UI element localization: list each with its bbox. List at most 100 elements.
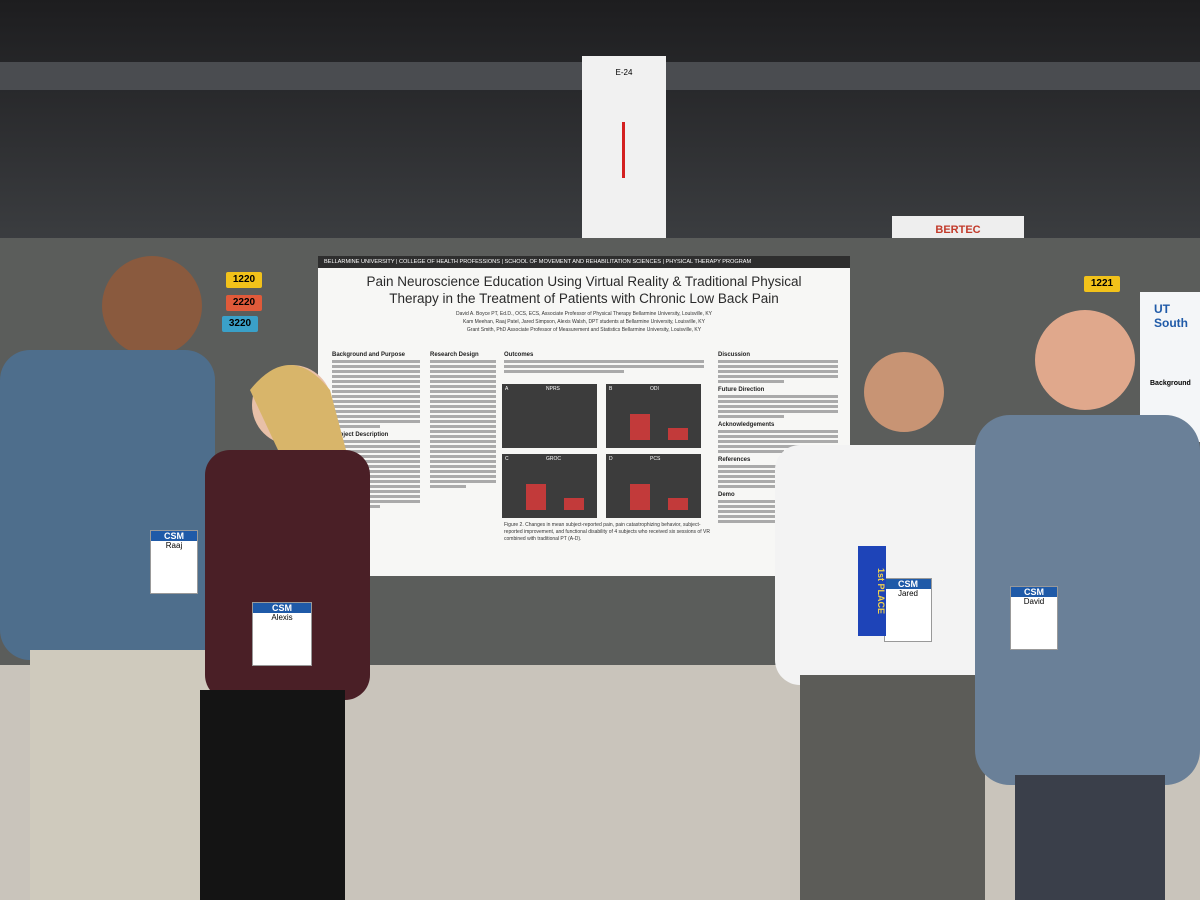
section-heading: Acknowledgements — [718, 422, 775, 428]
text-line — [430, 425, 496, 428]
chart-panel: B ODI — [606, 384, 701, 448]
section-heading: Outcomes — [504, 352, 534, 358]
text-line — [430, 485, 467, 488]
text-line — [718, 375, 838, 378]
section-heading: Demo — [718, 492, 735, 498]
badge-name: David — [1023, 597, 1045, 606]
text-line — [332, 500, 420, 503]
person — [775, 352, 1000, 900]
poster-header: BELLARMINE UNIVERSITY | COLLEGE OF HEALT… — [318, 256, 850, 268]
bar-shape — [526, 484, 546, 510]
text-line — [332, 385, 420, 388]
chart-panel: A NPRS — [502, 384, 597, 448]
section-heading: Future Direction — [718, 387, 765, 393]
award-ribbon: 1st PLACE — [858, 546, 886, 636]
author-list: David A. Boyce PT, Ed.D., OCS, ECS, Asso… — [318, 310, 850, 334]
person — [200, 365, 370, 900]
bar-shape — [668, 498, 688, 510]
panel-letter: D — [609, 456, 613, 462]
text-line — [430, 480, 496, 483]
text-line — [718, 415, 784, 418]
author-line: David A. Boyce PT, Ed.D., OCS, ECS, Asso… — [455, 311, 713, 317]
board-number: 1220 — [226, 272, 262, 288]
panel-label: NPRS — [546, 386, 560, 392]
badge-name: Jared — [897, 589, 918, 598]
name-badge: CSM Alexis — [252, 602, 312, 666]
badge-name: Raaj — [165, 541, 183, 550]
text-line — [430, 385, 496, 388]
text-line — [332, 360, 420, 363]
badge-event: CSM — [151, 531, 197, 541]
text-line — [332, 455, 420, 458]
section-heading: References — [718, 457, 751, 463]
poster-title: Pain Neuroscience Education Using Virtua… — [366, 274, 802, 306]
text-line — [718, 395, 838, 398]
figure-caption: Figure 2. Changes in mean subject-report… — [504, 522, 710, 542]
text-line — [430, 380, 496, 383]
text-line — [718, 450, 784, 453]
outcomes-column: Outcomes — [504, 348, 704, 375]
text-line — [430, 400, 496, 403]
text-line — [332, 420, 420, 423]
text-line — [718, 435, 838, 438]
text-line — [332, 450, 420, 453]
booth-sign: E-24 — [582, 56, 666, 244]
text-line — [332, 460, 420, 463]
poster: BELLARMINE UNIVERSITY | COLLEGE OF HEALT… — [318, 256, 850, 576]
text-line — [332, 470, 420, 473]
middle-column: Research Design — [430, 348, 496, 490]
text-line — [430, 375, 496, 378]
text-line — [718, 410, 838, 413]
text-line — [332, 375, 420, 378]
badge-event: CSM — [253, 603, 311, 613]
text-line — [718, 430, 838, 433]
text-line — [430, 470, 496, 473]
text-line — [718, 400, 838, 403]
text-line — [718, 360, 838, 363]
text-line — [332, 495, 420, 498]
board-number: 3220 — [222, 316, 258, 332]
text-line — [430, 360, 496, 363]
text-line — [718, 520, 784, 523]
section-heading: Background and Purpose — [332, 352, 406, 358]
author-line: Kam Meehan, Raaj Patel, Jared Simpson, A… — [463, 319, 705, 325]
section-heading: Subject Description — [332, 432, 389, 438]
neighbor-heading: Background — [1150, 380, 1191, 387]
neighbor-title: UT South — [1154, 302, 1188, 330]
text-line — [430, 435, 496, 438]
text-line — [332, 370, 420, 373]
panel-label: PCS — [650, 456, 661, 462]
text-line — [430, 440, 496, 443]
panel-label: ODI — [650, 386, 659, 392]
text-line — [332, 415, 420, 418]
text-line — [430, 370, 496, 373]
text-line — [718, 365, 838, 368]
text-line — [332, 485, 420, 488]
text-line — [718, 405, 838, 408]
name-badge: CSM Raaj — [150, 530, 198, 594]
text-line — [332, 380, 420, 383]
bar-shape — [564, 498, 584, 510]
text-line — [430, 460, 496, 463]
text-line — [332, 390, 420, 393]
panel-letter: C — [505, 456, 509, 462]
text-line — [332, 480, 420, 483]
section-heading: Research Design — [430, 352, 479, 358]
text-line — [430, 450, 496, 453]
board-number: 2220 — [226, 295, 262, 311]
left-column: Background and Purpose Subject Descriptio… — [332, 348, 420, 510]
badge-name: Alexis — [271, 613, 293, 622]
name-badge: CSM Jared — [884, 578, 932, 642]
author-line: Grant Smith, PhD Associate Professor of … — [466, 327, 702, 333]
text-line — [332, 410, 420, 413]
bar-shape — [630, 414, 650, 440]
text-line — [332, 425, 381, 428]
text-line — [430, 395, 496, 398]
text-line — [332, 395, 420, 398]
panel-label: GROC — [546, 456, 561, 462]
text-line — [430, 475, 496, 478]
text-line — [430, 420, 496, 423]
person — [975, 310, 1200, 900]
